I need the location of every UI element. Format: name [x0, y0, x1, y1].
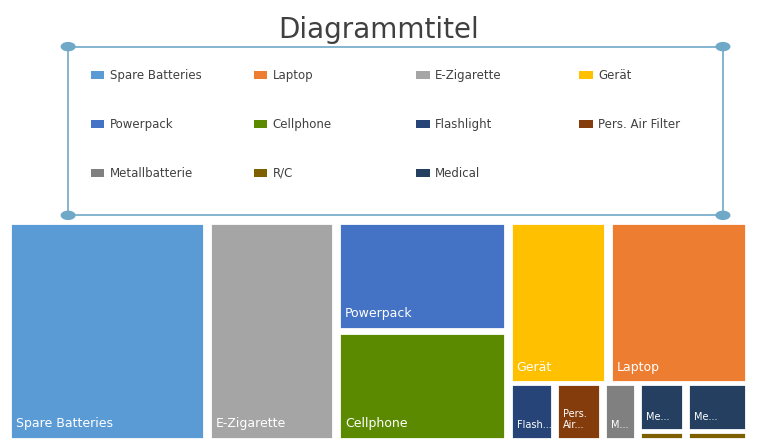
Bar [210, 222, 333, 439]
Bar [511, 384, 553, 439]
Bar [640, 384, 683, 430]
Text: Medical: Medical [435, 166, 481, 180]
Text: M...: M... [611, 420, 628, 430]
Text: Laptop: Laptop [617, 361, 660, 374]
Text: R/C: R/C [273, 166, 293, 180]
Bar [688, 384, 746, 430]
Text: Powerpack: Powerpack [344, 307, 413, 320]
Bar [10, 222, 204, 439]
Bar [605, 384, 635, 439]
Text: E-Zigarette: E-Zigarette [435, 69, 502, 82]
Text: Diagrammtitel: Diagrammtitel [278, 16, 479, 44]
Text: Powerpack: Powerpack [110, 118, 173, 131]
Text: E-Zigarette: E-Zigarette [216, 417, 286, 430]
Text: Spare Batteries: Spare Batteries [16, 417, 113, 430]
Text: Flash...: Flash... [517, 420, 551, 430]
Text: Spare Batteries: Spare Batteries [110, 69, 201, 82]
Text: Metallbatterie: Metallbatterie [110, 166, 193, 180]
Text: Pers. Air Filter: Pers. Air Filter [598, 118, 680, 131]
Text: Cellphone: Cellphone [344, 417, 407, 430]
Text: Gerät: Gerät [517, 361, 552, 374]
Bar [611, 222, 746, 382]
Bar [640, 432, 683, 439]
Text: Cellphone: Cellphone [273, 118, 332, 131]
Text: Me...: Me... [646, 412, 670, 421]
Bar [557, 384, 600, 439]
Bar [511, 222, 605, 382]
Text: Flashlight: Flashlight [435, 118, 493, 131]
Bar [339, 333, 505, 439]
Bar [339, 222, 505, 329]
Bar [688, 432, 746, 439]
Text: Gerät: Gerät [598, 69, 631, 82]
Text: Me...: Me... [694, 412, 718, 421]
Text: Laptop: Laptop [273, 69, 313, 82]
Text: Pers.
Air...: Pers. Air... [563, 408, 587, 430]
